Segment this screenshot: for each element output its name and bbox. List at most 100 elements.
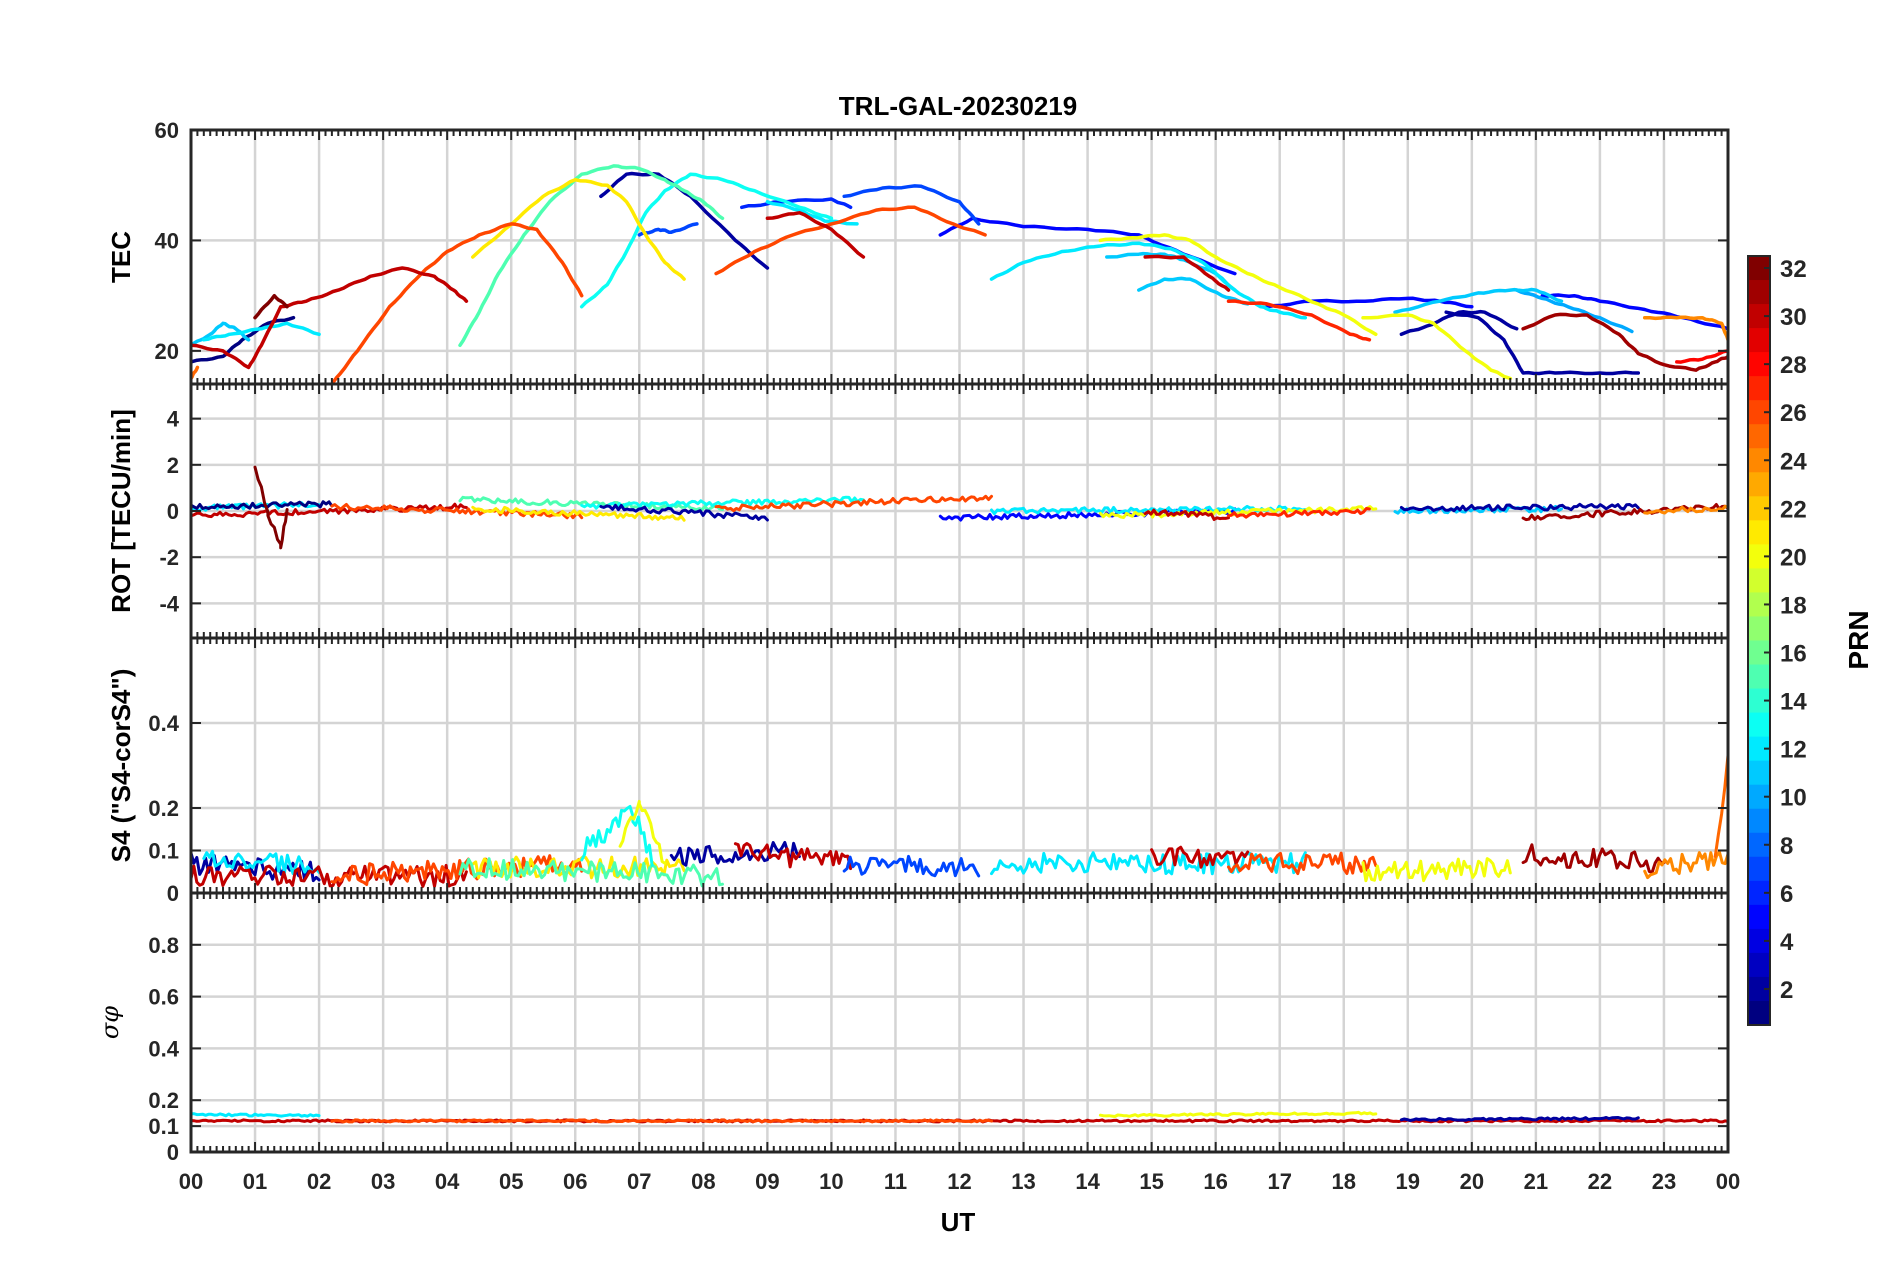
colorbar-segment [1748, 592, 1770, 618]
series-line-prn-27 [1226, 299, 1372, 342]
colorbar-segment [1748, 448, 1770, 473]
series-line-prn-30 [1143, 254, 1231, 292]
colorbar-segment [1748, 304, 1770, 329]
series-line-prn-1 [191, 500, 334, 511]
y-axis-label-tec: TEC [106, 231, 136, 283]
series-line-prn-26 [330, 1118, 993, 1124]
x-tick-label: 23 [1652, 1169, 1676, 1194]
y-tick-label: 2 [167, 453, 179, 478]
series-line-prn-2 [1399, 309, 1519, 337]
series-line-prn-26 [330, 222, 584, 384]
x-tick-label: 21 [1524, 1169, 1548, 1194]
series-line-prn-6 [740, 197, 853, 210]
y-tick-label: -2 [159, 545, 179, 570]
series-group [191, 753, 1728, 888]
colorbar-tick-label: 32 [1780, 256, 1807, 283]
colorbar-tick-label: 26 [1780, 400, 1807, 427]
colorbar-segment [1748, 832, 1770, 858]
x-tick-label: 08 [691, 1169, 715, 1194]
x-tick-label: 18 [1332, 1169, 1356, 1194]
colorbar-segment [1748, 472, 1770, 497]
series-group [191, 1110, 1728, 1124]
colorbar-segment [1748, 688, 1770, 714]
series-line-prn-20 [1098, 1110, 1378, 1118]
series-line-prn-26 [1227, 851, 1378, 876]
series-line-prn-24 [1642, 315, 1728, 342]
colorbar-segment [1748, 520, 1770, 545]
colorbar-segment [1748, 544, 1770, 570]
series-line-prn-24 [1643, 504, 1728, 515]
x-tick-label: 00 [179, 1169, 203, 1194]
colorbar-tick-label: 6 [1780, 881, 1793, 908]
x-tick-label: 04 [435, 1169, 460, 1194]
x-tick-label: 01 [243, 1169, 267, 1194]
colorbar-tick-label: 22 [1780, 496, 1807, 523]
colorbar-tick-label: 28 [1780, 352, 1807, 379]
series-line-prn-7 [842, 854, 981, 878]
series-line-prn-2 [599, 503, 769, 522]
colorbar-segment [1748, 712, 1770, 738]
x-tick-label: 15 [1139, 1169, 1163, 1194]
series-line-prn-12 [202, 849, 321, 876]
y-tick-label: -4 [159, 591, 179, 616]
series-line-prn-30 [1143, 508, 1230, 521]
colorbar-segment [1748, 640, 1770, 666]
colorbar-tick-label: 16 [1780, 641, 1807, 668]
series-group [191, 164, 1728, 384]
colorbar-segment [1748, 496, 1770, 521]
y-tick-label: 0.2 [148, 1088, 179, 1113]
series-line-prn-30 [191, 863, 468, 888]
colorbar-label: PRN [1843, 610, 1874, 669]
colorbar-tick-label: 20 [1780, 544, 1807, 571]
y-tick-label: 0 [167, 881, 179, 906]
colorbar-segment [1748, 280, 1770, 305]
colorbar-tick-label: 12 [1780, 737, 1807, 764]
series-line-prn-15 [458, 857, 724, 888]
colorbar-tick-label: 8 [1780, 833, 1793, 860]
series-line-prn-1 [191, 315, 296, 364]
x-tick-label: 16 [1203, 1169, 1227, 1194]
colorbar-tick-label: 18 [1780, 592, 1807, 619]
colorbar-frame [1747, 255, 1771, 1026]
x-tick-label: 17 [1267, 1169, 1291, 1194]
y-tick-label: 20 [155, 339, 179, 364]
y-tick-label: 0.4 [148, 711, 179, 736]
series-line-prn-27 [1227, 507, 1371, 519]
colorbar-segment [1748, 568, 1770, 594]
series-line-prn-31 [1521, 503, 1728, 522]
series-line-prn-20 [1361, 857, 1512, 883]
colorbar-segment [1748, 1000, 1770, 1026]
series-line-prn-12 [989, 241, 1308, 320]
series-line-prn-2 [1399, 1116, 1640, 1122]
series-line-prn-26 [330, 502, 584, 520]
series-line-prn-2 [1399, 502, 1640, 513]
y-tick-label: 0.1 [148, 839, 179, 864]
series-line-prn-30 [733, 842, 853, 871]
y-tick-label: 4 [167, 407, 180, 432]
y-tick-label: 0.2 [148, 796, 179, 821]
series-line-prn-12 [191, 1112, 321, 1118]
series-line-prn-2 [191, 851, 321, 883]
series-line-prn-12 [202, 321, 321, 342]
series-line-prn-24 [1643, 850, 1728, 880]
colorbar-segment [1748, 904, 1770, 930]
series-line-prn-26 [714, 494, 993, 513]
panel-rot: -4 -2 0 2 4 ROT [TECU/min] [106, 382, 1730, 640]
series-line-prn-2 [669, 841, 801, 867]
x-tick-label: 06 [563, 1169, 587, 1194]
series-line-prn-13 [580, 805, 654, 867]
series-line-prn-21 [471, 505, 686, 522]
series-line-prn-28 [1675, 349, 1728, 364]
colorbar-segment [1748, 952, 1770, 978]
colorbar-segment [1748, 400, 1770, 425]
colorbar-segment [1748, 736, 1770, 762]
x-tick-label: 03 [371, 1169, 395, 1194]
series-line-prn-30 [1150, 845, 1250, 869]
colorbar-segment [1748, 256, 1770, 281]
series-line-prn-30 [191, 266, 469, 370]
y-tick-label: 0 [167, 499, 179, 524]
series-line-prn-12 [990, 851, 1307, 876]
x-tick-label: 05 [499, 1169, 523, 1194]
